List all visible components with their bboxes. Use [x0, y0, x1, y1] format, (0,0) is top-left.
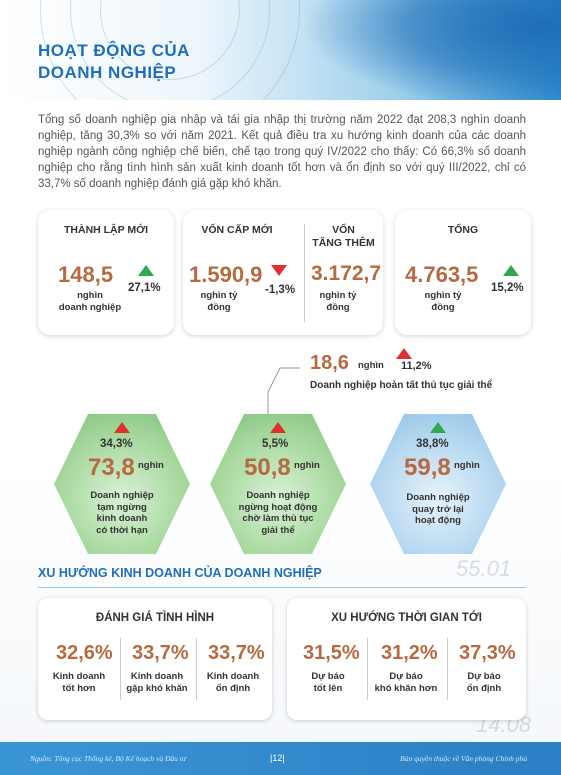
divider — [447, 638, 448, 700]
outlook-label: Dự báo ổn định — [466, 671, 502, 694]
divider — [367, 638, 368, 700]
outlook-label: Dự báo khó khăn hơn — [374, 671, 438, 694]
card-pct: -1,3% — [265, 284, 296, 296]
assessment-value: 33,7% — [208, 642, 265, 664]
outlook-value: 31,5% — [303, 642, 360, 664]
trend-up-icon — [138, 265, 154, 276]
footer: Nguồn: Tổng cục Thống kê, Bộ Kế hoạch và… — [0, 742, 561, 775]
trend-up-icon — [430, 422, 446, 433]
title-line-1: HOẠT ĐỘNG CỦA — [38, 41, 190, 60]
divider — [196, 638, 197, 700]
hex-value: 50,8 — [244, 454, 291, 481]
trend-up-icon — [503, 265, 519, 276]
outlook-label: Dự báo tốt lên — [311, 671, 345, 694]
card-label: TỔNG — [447, 224, 479, 236]
header-banner — [0, 0, 561, 100]
hex-label: Doanh nghiệp tạm ngừng kinh doanh có thờ… — [90, 490, 154, 536]
hex-suspended: 34,3% 73,8 nghìn Doanh nghiệp tạm ngừng … — [54, 414, 190, 554]
dissolved-value: 18,6 — [310, 352, 349, 374]
card-label: THÀNH LẬP MỚI — [63, 224, 148, 236]
card-value: 148,5 — [58, 262, 114, 287]
dissolved-label: Doanh nghiệp hoàn tất thủ tục giải thể — [310, 380, 493, 391]
card-label-capital-add: VỐN TĂNG THÊM — [312, 224, 375, 249]
card-pct: 27,1% — [128, 282, 161, 294]
divider — [304, 224, 305, 322]
hex-pct: 34,3% — [100, 438, 133, 450]
hex-unit: nghìn — [294, 460, 320, 471]
page-number: |12| — [270, 753, 285, 763]
divider — [120, 638, 121, 700]
section-divider — [38, 587, 526, 588]
hex-unit: nghìn — [138, 460, 164, 471]
trend-up-icon — [114, 422, 130, 433]
footer-source: Nguồn: Tổng cục Thống kê, Bộ Kế hoạch và… — [30, 754, 186, 763]
footer-copyright: Bản quyền thuộc về Văn phòng Chính phủ — [400, 754, 527, 763]
assessment-value: 32,6% — [56, 642, 113, 664]
trend-down-icon — [271, 265, 287, 276]
dissolved-pct: 11,2% — [401, 360, 432, 372]
dissolved-stat: 18,6 nghìn 11,2% Doanh nghiệp hoàn tất t… — [278, 346, 518, 398]
panel-title: XU HƯỚNG THỜI GIAN TỚI — [331, 612, 482, 624]
card-new-businesses: THÀNH LẬP MỚI 148,5 27,1% nghìn doanh ng… — [38, 210, 174, 335]
panel-assessment: ĐÁNH GIÁ TÌNH HÌNH 32,6% Kinh doanh tốt … — [38, 598, 272, 720]
card-value: 3.172,7 — [311, 262, 382, 285]
outlook-value: 37,3% — [459, 642, 516, 664]
card-unit: nghìn doanh nghiệp — [58, 290, 122, 313]
panel-outlook: XU HƯỚNG THỜI GIAN TỚI 31,5% Dự báo tốt … — [287, 598, 526, 720]
card-value: 4.763,5 — [405, 262, 479, 287]
hex-unit: nghìn — [454, 460, 480, 471]
card-unit: nghìn tỷ đồng — [319, 290, 357, 313]
assessment-value: 33,7% — [132, 642, 189, 664]
outlook-value: 31,2% — [381, 642, 438, 664]
page-title: HOẠT ĐỘNG CỦA DOANH NGHIỆP — [38, 40, 338, 84]
card-value: 1.590,9 — [189, 262, 263, 287]
hex-pct: 5,5% — [262, 438, 289, 450]
assessment-label: Kinh doanh ổn định — [206, 671, 260, 694]
hex-returned: 38,8% 59,8 nghìn Doanh nghiệp quay trở l… — [370, 414, 506, 554]
hex-pct: 38,8% — [416, 438, 449, 450]
intro-paragraph: Tổng số doanh nghiệp gia nhập và tái gia… — [38, 114, 526, 190]
card-unit: nghìn tỷ đồng — [200, 290, 238, 313]
dissolved-unit: nghìn — [358, 360, 384, 371]
trend-up-icon — [396, 348, 412, 359]
card-total: TỔNG 4.763,5 15,2% nghìn tỷ đồng — [395, 210, 531, 335]
decorative-number: 55.01 — [456, 556, 512, 581]
section-title: XU HƯỚNG KINH DOANH CỦA DOANH NGHIỆP — [38, 566, 322, 580]
card-pct: 15,2% — [491, 282, 524, 294]
hex-label: Doanh nghiệp ngừng hoạt động chờ làm thủ… — [238, 490, 318, 536]
card-unit: nghìn tỷ đồng — [424, 290, 462, 313]
trend-up-icon — [270, 422, 286, 433]
title-line-2: DOANH NGHIỆP — [38, 63, 177, 82]
assessment-label: Kinh doanh gặp khó khăn — [126, 671, 188, 694]
assessment-label: Kinh doanh tốt hơn — [52, 671, 106, 694]
hex-stopped: 5,5% 50,8 nghìn Doanh nghiệp ngừng hoạt … — [210, 414, 346, 554]
card-capital: VỐN CẤP MỚI 1.590,9 -1,3% nghìn tỷ đồng … — [183, 210, 383, 335]
panel-title: ĐÁNH GIÁ TÌNH HÌNH — [95, 612, 215, 624]
hex-label: Doanh nghiệp quay trở lại hoạt động — [406, 492, 470, 526]
hex-value: 73,8 — [88, 454, 135, 481]
hex-value: 59,8 — [404, 454, 451, 481]
card-label: VỐN CẤP MỚI — [201, 224, 273, 236]
